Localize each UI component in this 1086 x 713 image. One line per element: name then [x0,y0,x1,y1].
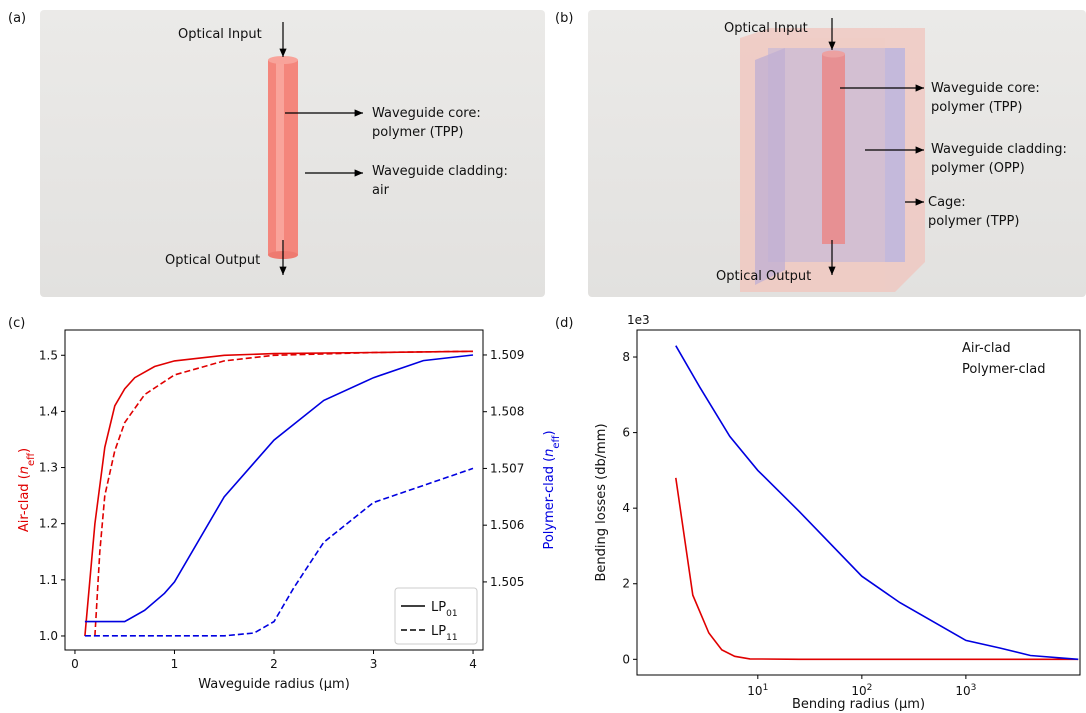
tick-exponent: 3 [971,683,977,693]
series-line [675,345,1079,661]
x-axis-label: Waveguide radius (μm) [198,677,350,692]
legend-label: Air-clad [962,341,1011,356]
x-tick-label: 102 [851,683,872,698]
axis-label: Polymer-clad (neff) [542,430,562,549]
label-part: eff [26,452,37,466]
tick-exponent: 1 [763,683,769,693]
legend-label: LP11 [431,624,458,643]
offset-label: 1e3 [627,313,650,327]
cage-render [740,28,925,292]
y-tick-label: 8 [622,350,630,364]
axis-label: Bending losses (db/mm) [594,423,609,581]
y-tick-label: 1.508 [490,405,524,419]
label-part: Polymer-clad ( [542,457,557,550]
y-tick-label: 1.505 [490,575,524,589]
label-part: Air-clad ( [17,474,32,532]
label-part: ) [542,430,557,435]
legend-sub: 11 [446,633,457,643]
y-tick-label: 2 [622,577,630,591]
y-tick-label: 1.2 [39,517,58,531]
panel-label: (b) [555,11,573,26]
waveguide-render [268,56,298,259]
annotation: Waveguide cladding: [372,164,508,179]
label-part: n [17,466,32,474]
annotation: polymer (TPP) [928,214,1019,229]
legend-label: Polymer-clad [962,362,1045,377]
series-line [84,467,474,637]
tick-base: 10 [851,684,866,698]
axis-label: Air-clad (neff) [17,448,37,532]
series-line [675,477,1079,661]
tick-base: 10 [955,684,970,698]
annotation: Waveguide core: [372,106,481,121]
annotation: polymer (TPP) [931,100,1022,115]
series-line [84,354,474,623]
annotation: Cage: [928,195,966,210]
label-part: n [542,449,557,457]
tick-base: 10 [747,684,762,698]
panel-label: (d) [555,316,573,331]
label-part: ) [17,448,32,453]
arrows [279,22,363,275]
series-line [94,350,474,637]
annotation: Waveguide cladding: [931,142,1067,157]
annotation: air [372,183,390,198]
annotation: polymer (TPP) [372,125,463,140]
plot-frame [636,329,1081,676]
y-tick-label: 1.506 [490,518,524,532]
x-tick-label: 103 [955,683,976,698]
x-axis-label: Bending radius (μm) [792,697,925,712]
y-tick-label: 1.509 [490,348,524,362]
x-tick-label: 2 [270,657,278,671]
y-tick-label: 1.3 [39,461,58,475]
y-tick-label: 1.507 [490,461,524,475]
y-tick-label: 6 [622,426,630,440]
annotation: Optical Output [165,253,260,268]
annotation: Optical Input [724,21,808,36]
annotation: Optical Input [178,27,262,42]
label-part: eff [551,434,562,448]
y-tick-label: 4 [622,501,630,515]
x-tick-label: 3 [370,657,378,671]
panel-label: (a) [8,11,26,26]
legend-sub: 01 [446,609,457,619]
y-tick-label: 1.4 [39,404,58,418]
x-tick-label: 0 [71,657,79,671]
tick-exponent: 2 [867,683,873,693]
legend-label: LP01 [431,600,458,619]
x-tick-label: 4 [469,657,477,671]
annotation: polymer (OPP) [931,161,1025,176]
x-tick-label: 1 [171,657,179,671]
y-tick-label: 1.1 [39,573,58,587]
x-tick-label: 101 [747,683,768,698]
y-tick-label: 1.0 [39,629,58,643]
annotation: Waveguide core: [931,81,1040,96]
y-tick-label: 1.5 [39,348,58,362]
series-line [84,350,474,637]
legend-text: LP [431,600,446,615]
y-tick-label: 0 [622,652,630,666]
panel-label: (c) [8,316,25,331]
legend-text: LP [431,624,446,639]
annotation: Optical Output [716,269,811,284]
arrows [828,18,924,275]
